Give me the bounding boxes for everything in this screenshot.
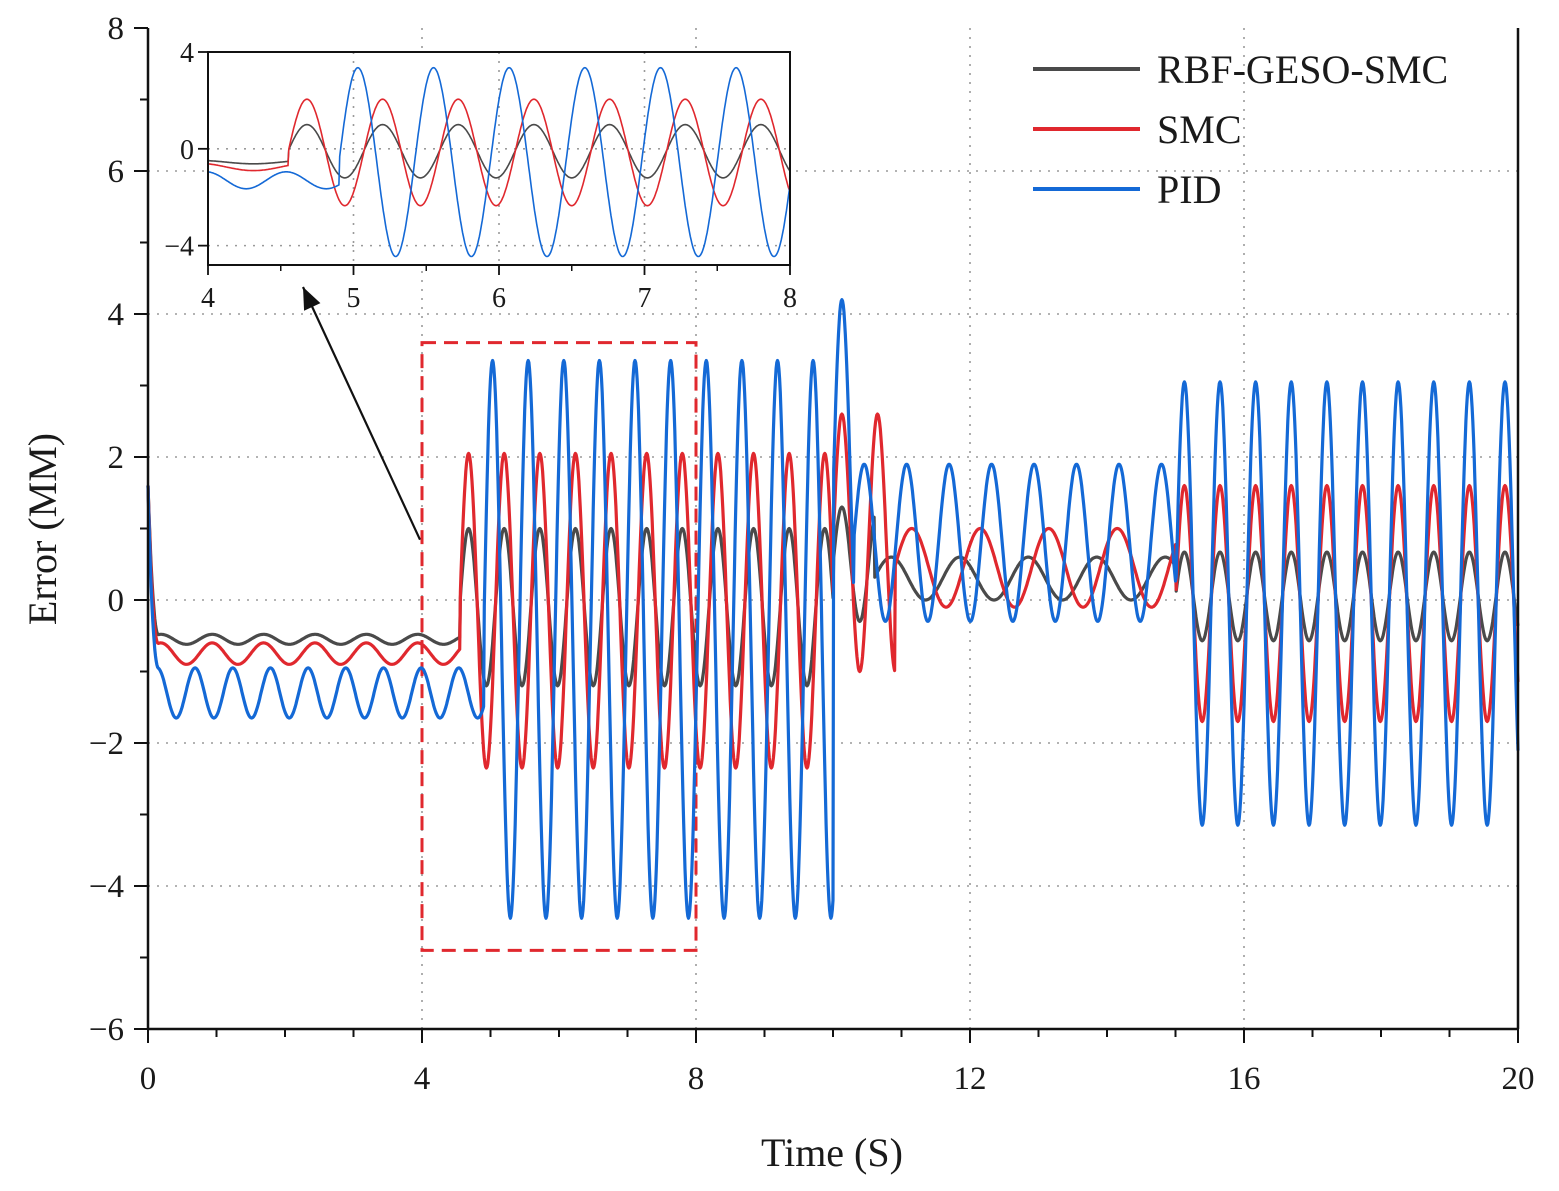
- x-tick-label: 12: [954, 1061, 987, 1097]
- x-tick-label: 16: [1228, 1061, 1261, 1097]
- y-axis-title: Error (MM): [20, 433, 65, 625]
- series-line-3: [146, 298, 1520, 920]
- inset-x-tick-label: 6: [492, 283, 506, 314]
- x-tick-label: 8: [688, 1061, 705, 1097]
- y-tick-label: 0: [108, 583, 125, 619]
- y-tick-label: 4: [108, 297, 125, 333]
- y-tick-label: −2: [89, 726, 124, 762]
- main-axes: [134, 27, 1520, 1043]
- arrow-shaft: [302, 286, 421, 541]
- inset-series-line-1: [208, 123, 791, 179]
- x-tick-label: 4: [414, 1061, 431, 1097]
- legend-label-3: PID: [1157, 167, 1221, 212]
- y-tick-label: 8: [108, 11, 125, 47]
- legend: RBF-GESO-SMC SMC PID: [1033, 47, 1448, 212]
- x-axis-title: Time (S): [761, 1130, 903, 1175]
- y-tick-label: 2: [108, 440, 125, 476]
- main-tick-labels: 0 4 8 12 16 20 −6 −4 −2 0 2 4 6 8: [89, 11, 1535, 1097]
- inset-series-line-2: [207, 98, 791, 207]
- legend-label-1: RBF-GESO-SMC: [1157, 47, 1448, 92]
- legend-label-2: SMC: [1157, 107, 1242, 152]
- inset-x-tick-label: 5: [347, 283, 361, 314]
- arrow-head: [303, 287, 321, 311]
- inset-chart: 4 5 6 7 8 −4 0 4: [164, 38, 797, 314]
- y-tick-label: −4: [89, 869, 124, 905]
- inset-y-tick-label: 4: [180, 38, 194, 69]
- main-series: [146, 298, 1520, 920]
- y-tick-label: 6: [108, 154, 125, 190]
- inset-x-tick-label: 7: [638, 283, 652, 314]
- inset-series-line-3: [207, 66, 791, 258]
- inset-x-tick-label: 4: [201, 283, 215, 314]
- inset-x-tick-label: 8: [783, 283, 797, 314]
- inset-y-tick-label: −4: [164, 232, 194, 263]
- x-tick-label: 20: [1502, 1061, 1535, 1097]
- x-tick-label: 0: [140, 1061, 157, 1097]
- inset-frame: [207, 51, 791, 266]
- inset-y-tick-label: 0: [180, 135, 194, 166]
- zoom-arrow: [302, 286, 421, 541]
- y-tick-label: −6: [89, 1012, 124, 1048]
